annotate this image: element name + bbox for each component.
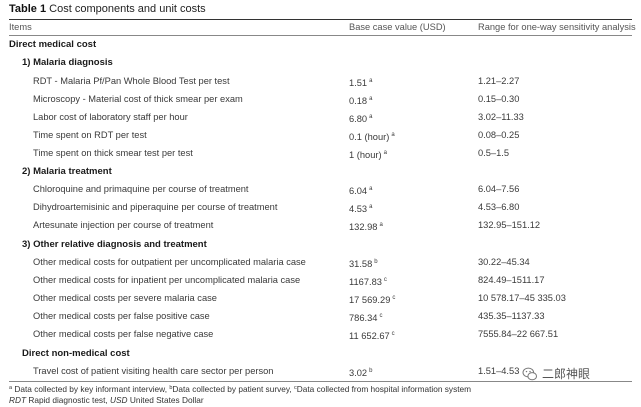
row-item: Chloroquine and primaquine per course of… [33, 184, 249, 194]
row-item: RDT - Malaria Pf/Pan Whole Blood Test pe… [33, 76, 230, 86]
row-range: 1.21–2.27 [478, 76, 520, 86]
row-value: 6.04 a [349, 186, 373, 196]
header-range: Range for one-way sensitivity analysis [478, 22, 636, 32]
header-items: Items [9, 22, 32, 32]
row-item: Microscopy - Material cost of thick smea… [33, 94, 243, 104]
bottom-rule [9, 381, 632, 382]
row-range: 132.95–151.12 [478, 220, 541, 230]
row-item: Dihydroartemisinic and piperaquine per c… [33, 202, 278, 212]
section-other-relative: 3) Other relative diagnosis and treatmen… [22, 239, 207, 250]
row-range: 3.02–11.33 [478, 112, 524, 122]
row-range: 7555.84–22 667.51 [478, 329, 559, 339]
row-item: Time spent on RDT per test [33, 130, 147, 140]
row-range: 10 578.17–45 335.03 [478, 293, 566, 303]
header-rule [9, 35, 632, 36]
table-caption: Table 1 Cost components and unit costs [9, 3, 206, 15]
row-value: 0.18 a [349, 96, 373, 106]
row-item: Other medical costs for inpatient per un… [33, 275, 301, 285]
row-range: 0.5–1.5 [478, 148, 510, 158]
row-item: Artesunate injection per course of treat… [33, 220, 214, 230]
row-range: 0.08–0.25 [478, 130, 520, 140]
row-range: 30.22–45.34 [478, 257, 530, 267]
row-value: 17 569.29 c [349, 295, 396, 305]
row-range: 824.49–1511.17 [478, 275, 545, 285]
table-label: Table 1 [9, 3, 47, 15]
row-item: Time spent on thick smear test per test [33, 148, 193, 158]
row-value: 1.51 a [349, 78, 373, 88]
row-item: Other medical costs per severe malaria c… [33, 293, 217, 303]
footnote-abbreviations: RDT Rapid diagnostic test, USD United St… [9, 395, 204, 405]
row-range: 435.35–1137.33 [478, 311, 545, 321]
row-value: 0.1 (hour) a [349, 132, 395, 142]
row-value: 31.58 b [349, 259, 378, 269]
row-value: 11 652.67 c [349, 331, 395, 341]
row-item: Other medical costs per false negative c… [33, 329, 214, 339]
table-title: Cost components and unit costs [49, 3, 206, 15]
wechat-logo-icon [522, 367, 537, 380]
row-value: 3.02 b [349, 368, 373, 378]
footnote-sources: a Data collected by key informant interv… [9, 384, 472, 394]
header-base-case: Base case value (USD) [349, 22, 446, 32]
top-rule [9, 19, 632, 20]
row-value: 786.34 c [349, 313, 383, 323]
section-malaria-diagnosis: 1) Malaria diagnosis [22, 57, 113, 68]
watermark: 二郎神眼 [522, 365, 590, 382]
section-direct-non-medical: Direct non-medical cost [22, 348, 130, 359]
row-value: 132.98 a [349, 222, 383, 232]
row-item: Other medical costs per false positive c… [33, 311, 210, 321]
row-range: 1.51–4.53 [478, 366, 520, 376]
row-range: 4.53–6.80 [478, 202, 520, 212]
row-item: Other medical costs for outpatient per u… [33, 257, 306, 267]
row-value: 1 (hour) a [349, 150, 387, 160]
row-item: Travel cost of patient visiting health c… [33, 366, 274, 376]
row-value: 1167.83 c [349, 277, 387, 287]
section-direct-medical-cost: Direct medical cost [9, 39, 97, 50]
watermark-text: 二郎神眼 [542, 367, 591, 381]
row-value: 6.80 a [349, 114, 373, 124]
row-item: Labor cost of laboratory staff per hour [33, 112, 188, 122]
row-range: 6.04–7.56 [478, 184, 520, 194]
section-malaria-treatment: 2) Malaria treatment [22, 166, 112, 177]
row-range: 0.15–0.30 [478, 94, 520, 104]
row-value: 4.53 a [349, 204, 373, 214]
